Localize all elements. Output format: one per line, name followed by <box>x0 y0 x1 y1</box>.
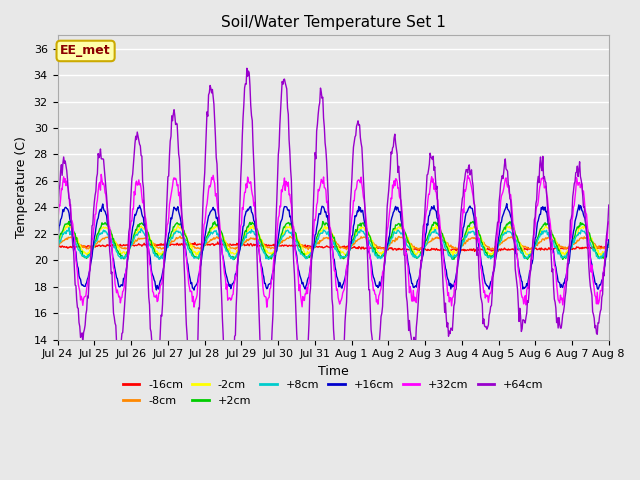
+8cm <box>54 245 61 251</box>
-8cm <box>206 238 214 243</box>
+16cm <box>54 238 61 243</box>
+8cm <box>229 257 237 263</box>
Y-axis label: Temperature (C): Temperature (C) <box>15 137 28 239</box>
+2cm <box>230 257 237 263</box>
Legend: -16cm, -8cm, -2cm, +2cm, +8cm, +16cm, +32cm, +64cm: -16cm, -8cm, -2cm, +2cm, +8cm, +16cm, +3… <box>118 376 548 410</box>
Line: +8cm: +8cm <box>58 228 609 260</box>
-16cm <box>401 246 409 252</box>
+64cm <box>402 274 410 279</box>
+2cm <box>401 229 409 235</box>
-2cm <box>416 249 424 255</box>
+16cm <box>605 237 612 242</box>
+8cm <box>605 243 612 249</box>
+16cm <box>503 201 511 206</box>
+2cm <box>120 256 128 262</box>
+8cm <box>418 250 426 256</box>
+2cm <box>205 229 213 235</box>
+8cm <box>63 228 71 234</box>
Line: -8cm: -8cm <box>58 236 609 250</box>
-2cm <box>400 229 408 235</box>
+64cm <box>120 308 128 314</box>
Line: -16cm: -16cm <box>58 242 609 252</box>
-8cm <box>401 237 409 242</box>
+16cm <box>177 215 184 220</box>
-8cm <box>54 242 61 248</box>
-16cm <box>417 245 425 251</box>
+8cm <box>402 237 410 242</box>
+2cm <box>605 241 612 247</box>
-2cm <box>54 241 61 247</box>
-16cm <box>471 249 479 254</box>
+16cm <box>63 206 71 212</box>
-8cm <box>177 233 184 239</box>
+2cm <box>63 220 71 226</box>
+64cm <box>63 177 71 182</box>
+16cm <box>190 287 198 293</box>
+64cm <box>262 422 270 428</box>
-16cm <box>54 244 61 250</box>
+64cm <box>418 258 426 264</box>
+32cm <box>263 304 271 310</box>
+64cm <box>243 65 251 71</box>
-16cm <box>63 245 71 251</box>
Line: -2cm: -2cm <box>58 225 609 256</box>
+8cm <box>177 230 185 236</box>
+32cm <box>97 171 105 177</box>
-2cm <box>177 225 184 231</box>
-16cm <box>605 244 612 250</box>
-16cm <box>205 241 213 247</box>
+8cm <box>65 225 73 230</box>
+8cm <box>121 255 129 261</box>
Line: +16cm: +16cm <box>58 204 609 290</box>
+2cm <box>54 242 61 248</box>
Line: +2cm: +2cm <box>58 221 609 260</box>
+64cm <box>205 90 213 96</box>
+32cm <box>402 252 410 258</box>
-8cm <box>605 242 612 248</box>
X-axis label: Time: Time <box>318 365 349 378</box>
+64cm <box>177 177 184 182</box>
Line: +32cm: +32cm <box>58 174 609 307</box>
Text: EE_met: EE_met <box>60 45 111 58</box>
+16cm <box>401 240 409 245</box>
-8cm <box>490 247 497 252</box>
-2cm <box>433 222 440 228</box>
-2cm <box>605 241 612 247</box>
+32cm <box>177 204 185 209</box>
Title: Soil/Water Temperature Set 1: Soil/Water Temperature Set 1 <box>221 15 445 30</box>
+32cm <box>121 276 129 281</box>
+32cm <box>54 220 61 226</box>
-2cm <box>205 229 213 235</box>
-8cm <box>417 246 425 252</box>
+16cm <box>206 210 214 216</box>
+64cm <box>605 202 612 208</box>
+64cm <box>54 202 61 207</box>
Line: +64cm: +64cm <box>58 68 609 425</box>
+32cm <box>605 219 612 225</box>
+16cm <box>417 264 425 270</box>
-16cm <box>120 242 128 248</box>
-2cm <box>63 222 71 228</box>
-8cm <box>63 237 71 242</box>
+2cm <box>469 218 477 224</box>
+16cm <box>120 276 128 282</box>
-8cm <box>120 246 128 252</box>
+32cm <box>206 184 214 190</box>
-2cm <box>120 249 128 255</box>
-8cm <box>177 235 185 241</box>
+32cm <box>63 183 71 189</box>
+2cm <box>177 221 184 227</box>
+8cm <box>206 232 214 238</box>
-16cm <box>177 242 184 248</box>
+2cm <box>417 249 425 255</box>
+32cm <box>418 258 426 264</box>
-16cm <box>214 239 221 245</box>
-2cm <box>449 253 457 259</box>
